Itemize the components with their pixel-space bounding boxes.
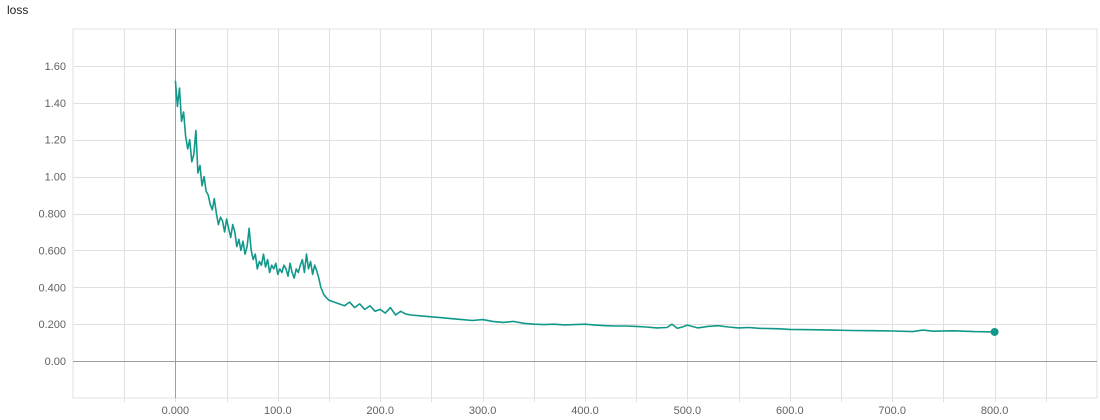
y-tick-label: 1.00 [45, 172, 66, 184]
x-tick-label: 500.0 [674, 405, 702, 417]
chart-title: loss [7, 3, 28, 17]
x-tick-label: 200.0 [366, 405, 394, 417]
x-tick-label: 800.0 [981, 405, 1009, 417]
x-tick-label: 300.0 [469, 405, 497, 417]
y-tick-label: 1.40 [45, 98, 66, 110]
y-tick-label: 0.600 [38, 245, 66, 257]
y-tick-label: 0.400 [38, 282, 66, 294]
series-endpoint [990, 327, 999, 336]
x-tick-label: 400.0 [571, 405, 599, 417]
x-tick-label: 100.0 [264, 405, 292, 417]
series-layer [174, 80, 999, 336]
y-tick-label: 0.200 [38, 319, 66, 331]
y-tick-label: 0.800 [38, 209, 66, 221]
x-tick-label: 0.000 [162, 405, 190, 417]
series-line-loss [174, 80, 995, 333]
x-tick-label: 700.0 [878, 405, 906, 417]
y-tick-labels: 0.00 0.200 0.400 0.600 0.800 1.00 1.20 1.40 1.60 [38, 61, 66, 368]
y-tick-label: 0.00 [45, 356, 66, 368]
x-tick-label: 600.0 [776, 405, 804, 417]
y-tick-label: 1.20 [45, 135, 66, 147]
x-tick-labels: 0.000 100.0 200.0 300.0 400.0 500.0 600.0 700.0… [162, 405, 1009, 417]
grid-layer [72, 28, 1098, 399]
y-tick-label: 1.60 [45, 61, 66, 73]
